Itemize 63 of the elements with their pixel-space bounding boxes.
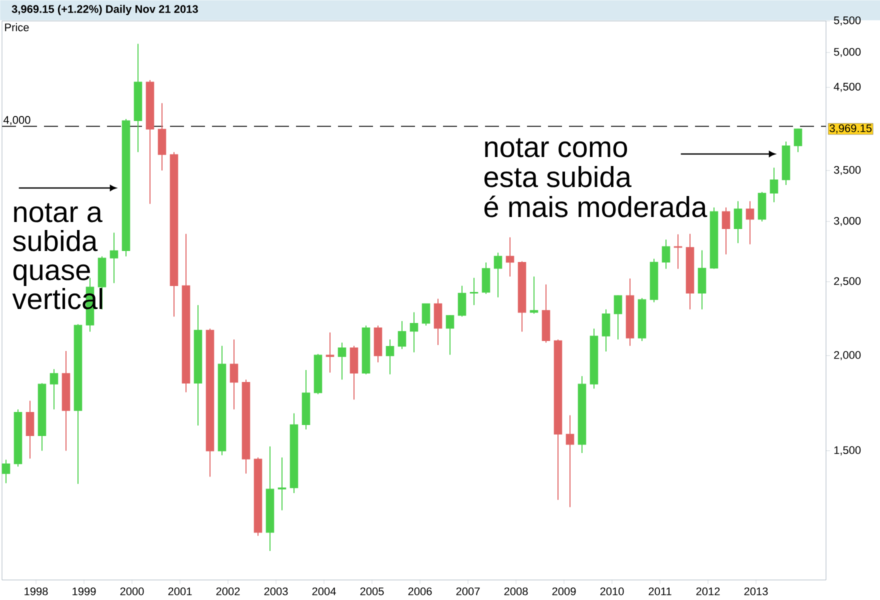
candlestick (110, 232, 118, 284)
y-tick-label: 3,000 (834, 216, 861, 226)
candlestick (770, 167, 778, 203)
candlestick (602, 308, 610, 352)
x-tick-label: 2002 (216, 587, 240, 596)
y-axis-title: Price (5, 23, 29, 32)
x-tick-label: 2007 (456, 587, 480, 596)
x-tick-label: 2010 (600, 587, 624, 596)
candlestick (734, 200, 742, 244)
candlestick (746, 200, 754, 245)
x-tick-label: 2001 (168, 587, 192, 596)
candlestick (494, 252, 502, 298)
candlestick (566, 414, 574, 508)
candlestick (482, 262, 490, 294)
chart-title: 3,969.15 (+1.22%) Daily Nov 21 2013 (12, 4, 198, 16)
y-tick-label: 3,500 (834, 166, 861, 176)
y-tick-label: 2,500 (834, 277, 861, 286)
candlestick (386, 338, 394, 375)
candlestick (422, 303, 430, 326)
candlestick (470, 277, 478, 306)
candlestick (26, 400, 34, 460)
annotation: 3,969.15 (830, 124, 872, 134)
candlestick (326, 332, 334, 374)
annotation: notar como (485, 138, 628, 158)
candlestick (338, 342, 346, 380)
candlestick (446, 314, 454, 356)
candlestick (398, 320, 406, 350)
candlestick (530, 276, 538, 314)
ref-line-label: 4,000 (3, 116, 30, 126)
candlestick (722, 206, 730, 255)
candlestick (410, 312, 418, 353)
x-tick-label: 2006 (408, 587, 432, 596)
annotation: quase (13, 264, 90, 286)
y-tick-label: 4,500 (834, 82, 861, 92)
annotation: é mais moderada (484, 196, 708, 218)
candlestick (794, 128, 802, 153)
x-tick-label: 2003 (264, 587, 288, 596)
x-tick-label: 2005 (360, 587, 384, 596)
candlestick (614, 294, 622, 340)
candlestick (458, 285, 466, 318)
y-tick-label: 2,000 (834, 351, 861, 360)
x-tick-label: 1999 (72, 587, 96, 596)
y-tick-label: 1,500 (834, 446, 861, 456)
x-tick-label: 2004 (312, 587, 336, 596)
candlestick (2, 459, 10, 484)
x-tick-label: 2009 (552, 587, 576, 596)
y-tick-label: 5,500 (834, 16, 861, 26)
annotation: subida (13, 230, 98, 252)
x-tick-label: 2011 (648, 587, 672, 596)
candlestick (506, 236, 514, 278)
candlestick (50, 368, 58, 410)
y-tick-label: 5,000 (834, 48, 861, 58)
x-tick-label: 2012 (696, 587, 720, 596)
annotation: esta subida (484, 166, 632, 188)
x-tick-label: 2008 (504, 587, 528, 596)
candlestick (278, 456, 286, 511)
candlestick (230, 338, 238, 410)
x-tick-label: 2013 (744, 587, 768, 596)
x-tick-label: 2000 (120, 587, 144, 596)
candlestick (674, 234, 682, 270)
x-tick-label: 1998 (24, 587, 48, 596)
candlestick (662, 239, 670, 270)
annotation: notar a (14, 203, 102, 222)
